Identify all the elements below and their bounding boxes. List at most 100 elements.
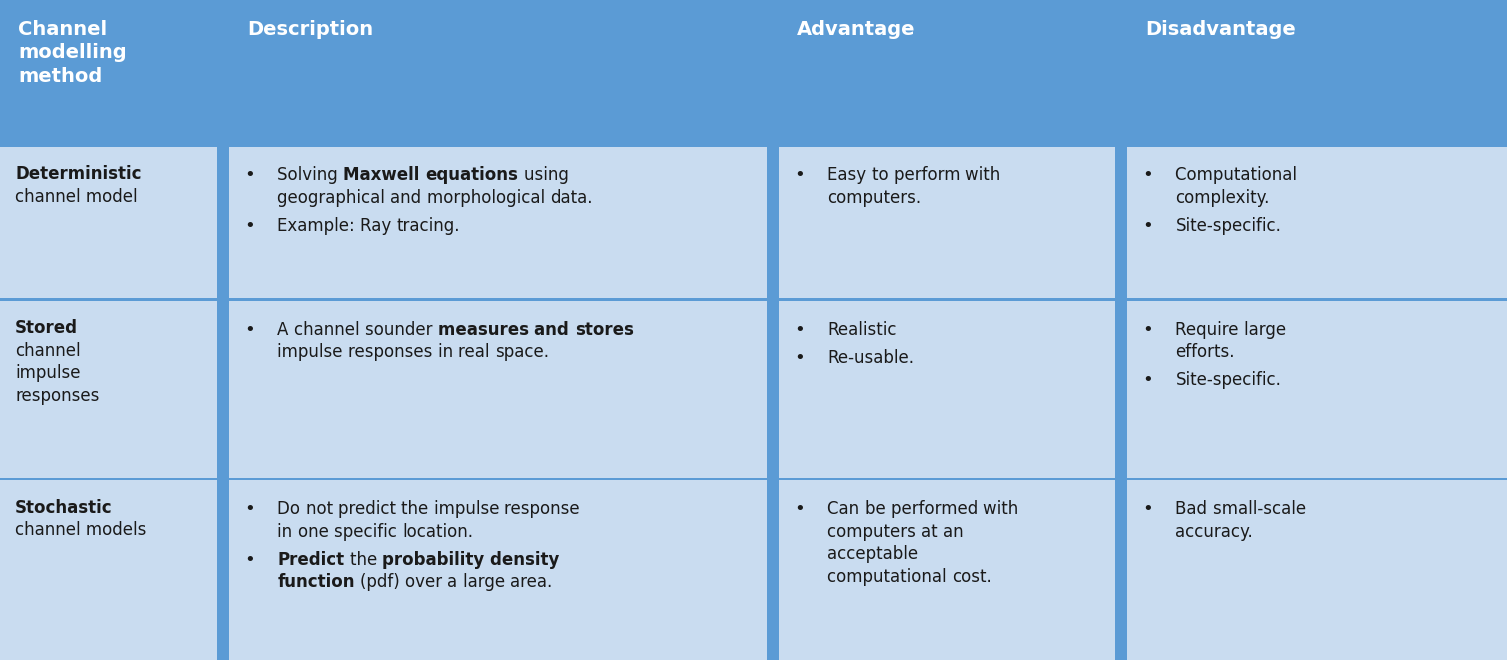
Text: Disadvantage: Disadvantage <box>1145 20 1296 39</box>
Text: to: to <box>871 166 894 184</box>
Text: Channel
modelling
method: Channel modelling method <box>18 20 127 86</box>
Text: stores: stores <box>574 321 633 339</box>
Text: Example:: Example: <box>277 217 360 235</box>
Text: Description: Description <box>247 20 374 39</box>
Text: channel: channel <box>15 342 81 360</box>
Text: A: A <box>277 321 294 339</box>
Bar <box>779 301 1115 478</box>
Text: sounder: sounder <box>365 321 437 339</box>
Text: with: with <box>966 166 1005 184</box>
Text: perform: perform <box>894 166 966 184</box>
Text: a: a <box>448 574 463 591</box>
Text: Predict: Predict <box>277 551 345 569</box>
Text: probability: probability <box>383 551 490 569</box>
Bar <box>229 480 767 660</box>
Text: measures: measures <box>437 321 535 339</box>
Text: location.: location. <box>402 523 473 541</box>
Text: Site-specific.: Site-specific. <box>1175 372 1281 389</box>
Text: in: in <box>277 523 298 541</box>
Text: morphological: morphological <box>426 189 550 207</box>
Text: computational: computational <box>827 568 952 586</box>
Text: be: be <box>865 500 891 518</box>
Text: •: • <box>1142 321 1153 339</box>
Text: over: over <box>405 574 448 591</box>
Text: channel model: channel model <box>15 187 137 205</box>
Text: data.: data. <box>550 189 592 207</box>
Text: equations: equations <box>425 166 518 184</box>
Bar <box>0 301 217 478</box>
Bar <box>229 301 767 478</box>
Text: Ray: Ray <box>360 217 396 235</box>
Text: channel: channel <box>294 321 365 339</box>
Text: Re-usable.: Re-usable. <box>827 349 915 367</box>
Text: acceptable: acceptable <box>827 545 924 563</box>
Text: •: • <box>1142 372 1153 389</box>
Text: area.: area. <box>511 574 553 591</box>
Text: using: using <box>523 166 574 184</box>
Bar <box>0 3 217 144</box>
Bar <box>229 3 767 144</box>
Text: impulse: impulse <box>277 343 348 361</box>
Text: •: • <box>794 500 805 518</box>
Text: computers: computers <box>827 523 921 541</box>
Text: large: large <box>1245 321 1291 339</box>
Text: small-scale: small-scale <box>1213 500 1311 518</box>
Text: function: function <box>277 574 354 591</box>
Text: predict: predict <box>338 500 401 518</box>
Text: Stochastic: Stochastic <box>15 499 113 517</box>
Text: large: large <box>463 574 511 591</box>
Text: •: • <box>244 551 255 569</box>
Text: in: in <box>437 343 458 361</box>
Text: the: the <box>401 500 434 518</box>
Text: Realistic: Realistic <box>827 321 897 339</box>
Text: •: • <box>1142 217 1153 235</box>
Text: and: and <box>535 321 574 339</box>
Text: at: at <box>921 523 943 541</box>
Bar <box>1127 301 1507 478</box>
Text: •: • <box>244 217 255 235</box>
Bar <box>779 480 1115 660</box>
Text: computers.: computers. <box>827 189 921 207</box>
Text: responses: responses <box>348 343 437 361</box>
Text: with: with <box>983 500 1023 518</box>
Text: Can: Can <box>827 500 865 518</box>
Text: •: • <box>1142 166 1153 184</box>
Text: density: density <box>490 551 565 569</box>
Text: Maxwell: Maxwell <box>344 166 425 184</box>
Text: (pdf): (pdf) <box>360 574 405 591</box>
Text: Do: Do <box>277 500 306 518</box>
Text: response: response <box>505 500 585 518</box>
Text: tracing.: tracing. <box>396 217 460 235</box>
Text: Easy: Easy <box>827 166 871 184</box>
Text: one: one <box>298 523 333 541</box>
Text: responses: responses <box>15 387 99 405</box>
Text: Solving: Solving <box>277 166 344 184</box>
Text: Advantage: Advantage <box>797 20 916 39</box>
Text: Bad: Bad <box>1175 500 1213 518</box>
Text: cost.: cost. <box>952 568 992 586</box>
Text: impulse: impulse <box>15 364 80 382</box>
Bar <box>1127 147 1507 298</box>
Bar <box>779 3 1115 144</box>
Text: •: • <box>794 349 805 367</box>
Text: channel models: channel models <box>15 521 146 539</box>
Text: performed: performed <box>891 500 983 518</box>
Text: and: and <box>390 189 426 207</box>
Text: real: real <box>458 343 494 361</box>
Text: efforts.: efforts. <box>1175 343 1234 361</box>
Text: •: • <box>1142 500 1153 518</box>
Text: •: • <box>244 166 255 184</box>
Text: not: not <box>306 500 338 518</box>
Bar <box>1127 480 1507 660</box>
Text: •: • <box>244 500 255 518</box>
Bar <box>229 147 767 298</box>
Text: Computational: Computational <box>1175 166 1302 184</box>
Text: Site-specific.: Site-specific. <box>1175 217 1281 235</box>
Text: specific: specific <box>333 523 402 541</box>
Text: the: the <box>350 551 383 569</box>
Bar <box>0 147 217 298</box>
Text: impulse: impulse <box>434 500 505 518</box>
Bar <box>779 147 1115 298</box>
Bar <box>0 480 217 660</box>
Text: •: • <box>794 321 805 339</box>
